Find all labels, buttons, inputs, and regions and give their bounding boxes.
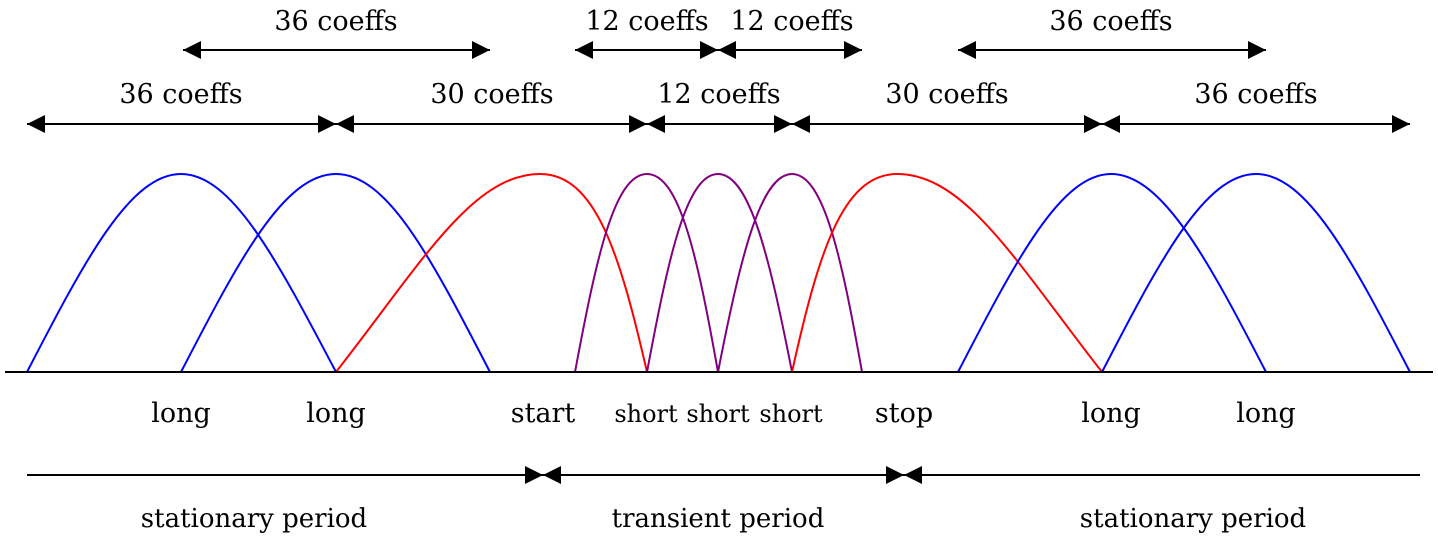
long-window-2 [180, 172, 491, 373]
period-label-transient: transient period [612, 504, 825, 534]
mid-coeff-label-1: 36 coeffs [119, 79, 242, 110]
mid-coeff-label-3: 12 coeffs [657, 79, 780, 110]
mid-coeff-label-4: 30 coeffs [885, 79, 1008, 110]
period-label-stationary-2: stationary period [1080, 504, 1306, 534]
window-label-short-3: short [759, 400, 823, 428]
top-coeff-label-3: 12 coeffs [730, 6, 853, 37]
top-coeff-label-2: 12 coeffs [585, 6, 708, 37]
start-window [335, 172, 648, 373]
top-coeff-label-1: 36 coeffs [274, 6, 397, 37]
long-window-1 [26, 172, 337, 373]
period-label-stationary-1: stationary period [141, 504, 367, 534]
mid-coeff-label-5: 36 coeffs [1194, 79, 1317, 110]
long-window-4 [1101, 172, 1411, 373]
window-label-stop: stop [875, 398, 933, 429]
window-label-long-4: long [1236, 398, 1296, 429]
window-label-short-2: short [686, 400, 750, 428]
window-label-long-1: long [151, 398, 211, 429]
short-window-2 [646, 172, 793, 373]
window-label-start: start [511, 398, 576, 429]
short-window-1 [574, 172, 719, 373]
long-window-3 [957, 172, 1267, 373]
mid-coeff-label-2: 30 coeffs [430, 79, 553, 110]
window-label-long-2: long [306, 398, 366, 429]
window-label-long-3: long [1081, 398, 1141, 429]
stop-window [791, 172, 1103, 373]
top-coeff-label-4: 36 coeffs [1049, 6, 1172, 37]
window-label-short-1: short [614, 400, 678, 428]
short-window-3 [717, 172, 863, 373]
